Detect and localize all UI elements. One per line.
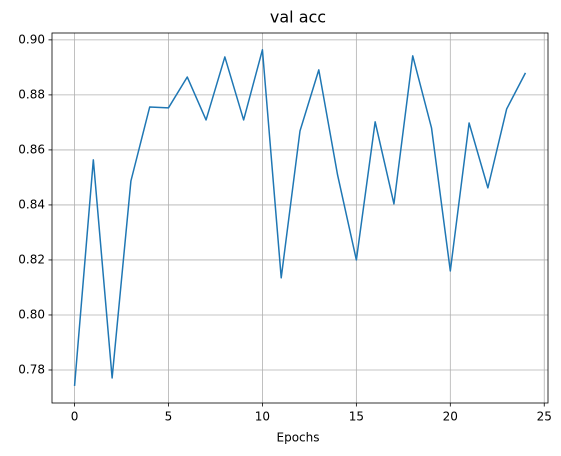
data-line xyxy=(73,49,527,387)
x-tick-label: 0 xyxy=(71,410,79,424)
x-tick-label: 25 xyxy=(537,410,552,424)
y-tick-label: 0.88 xyxy=(18,87,45,101)
y-tick-label: 0.84 xyxy=(18,197,45,211)
chart-title: val acc xyxy=(270,8,326,27)
y-tick-label: 0.82 xyxy=(18,252,45,266)
y-tick-label: 0.90 xyxy=(18,32,45,46)
x-tick-label: 15 xyxy=(349,410,364,424)
y-tick-label: 0.86 xyxy=(18,142,45,156)
x-axis-label: Epochs xyxy=(277,431,320,445)
x-tick-label: 20 xyxy=(443,410,458,424)
plot-frame xyxy=(51,32,549,404)
x-tick-label: 10 xyxy=(255,410,270,424)
y-tick-label: 0.80 xyxy=(18,307,45,321)
x-tick-label: 5 xyxy=(165,410,173,424)
y-tick-label: 0.78 xyxy=(18,362,45,376)
